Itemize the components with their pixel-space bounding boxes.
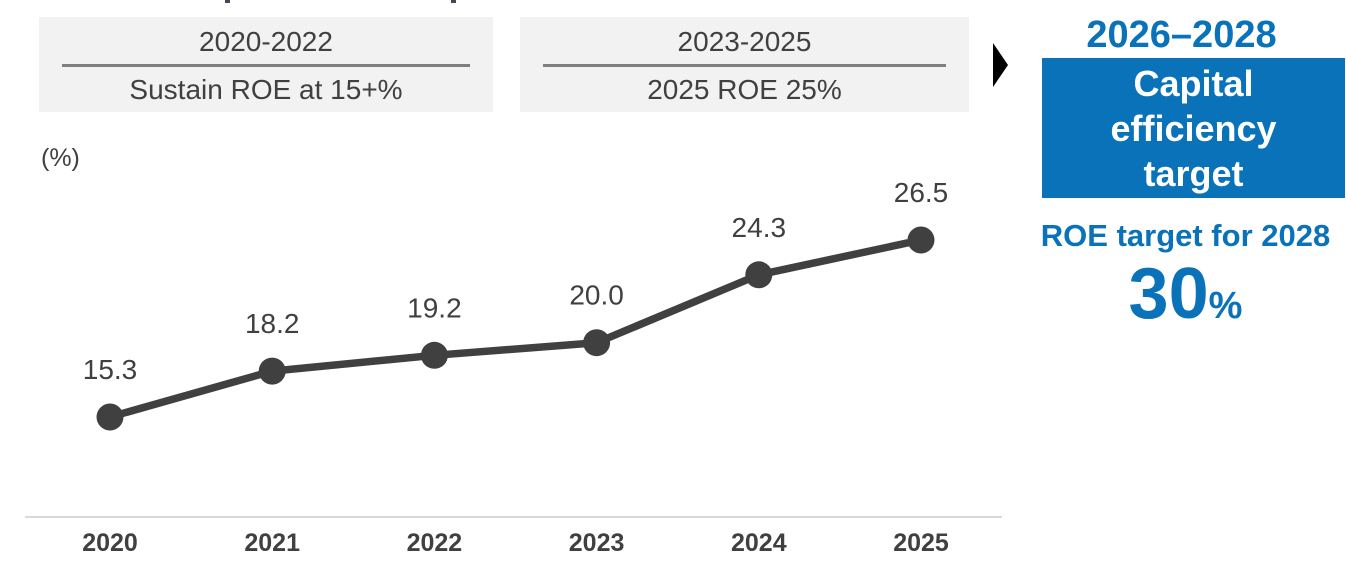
cropped-text-artifact xyxy=(225,0,230,3)
x-axis-label: 2023 xyxy=(569,529,625,557)
data-point xyxy=(745,261,773,289)
roe-target-number: 30 xyxy=(1128,254,1209,334)
roe-target-value: 30% xyxy=(1032,258,1339,346)
y-axis-unit-label: (%) xyxy=(41,144,80,172)
roe-line xyxy=(106,236,925,421)
data-point xyxy=(96,403,124,431)
capital-efficiency-line: efficiency xyxy=(1110,107,1277,149)
capital-efficiency-line: target xyxy=(1143,152,1244,194)
data-point xyxy=(583,329,611,357)
phase-period-label: 2020-2022 xyxy=(199,26,333,57)
phase-goal-label: 2025 ROE 25% xyxy=(647,74,842,105)
data-point-label: 26.5 xyxy=(894,177,949,208)
data-point xyxy=(907,226,935,254)
capital-efficiency-target-box: Capital efficiency target xyxy=(1042,58,1345,198)
x-axis-label: 2024 xyxy=(731,529,787,557)
data-point xyxy=(258,357,286,385)
data-point xyxy=(420,341,448,369)
phase-box-2020-2022: 2020-2022 Sustain ROE at 15+% xyxy=(39,17,493,112)
phase-goal-label: Sustain ROE at 15+% xyxy=(129,74,403,105)
phase-period-label: 2023-2025 xyxy=(677,26,812,57)
data-point-label: 18.2 xyxy=(245,308,300,339)
phase-divider xyxy=(62,64,470,67)
roe-target-unit: % xyxy=(1208,285,1243,327)
cropped-text-artifact xyxy=(451,0,456,3)
x-axis-label: 2025 xyxy=(893,529,949,557)
data-point-label: 20.0 xyxy=(569,280,624,311)
x-axis-label: 2022 xyxy=(407,529,463,557)
future-period-label: 2026–2028 xyxy=(1086,14,1277,56)
right-arrow-icon xyxy=(993,43,1008,87)
data-point-label: 24.3 xyxy=(732,212,787,243)
capital-efficiency-line: Capital xyxy=(1133,62,1254,104)
phase-divider xyxy=(543,64,946,67)
phase-box-2023-2025: 2023-2025 2025 ROE 25% xyxy=(520,17,969,112)
x-axis-label: 2020 xyxy=(82,529,138,557)
data-point-label: 19.2 xyxy=(407,292,462,323)
data-point-label: 15.3 xyxy=(83,354,138,385)
x-axis-label: 2021 xyxy=(244,529,300,557)
roe-target-label: ROE target for 2028 xyxy=(1040,218,1331,253)
